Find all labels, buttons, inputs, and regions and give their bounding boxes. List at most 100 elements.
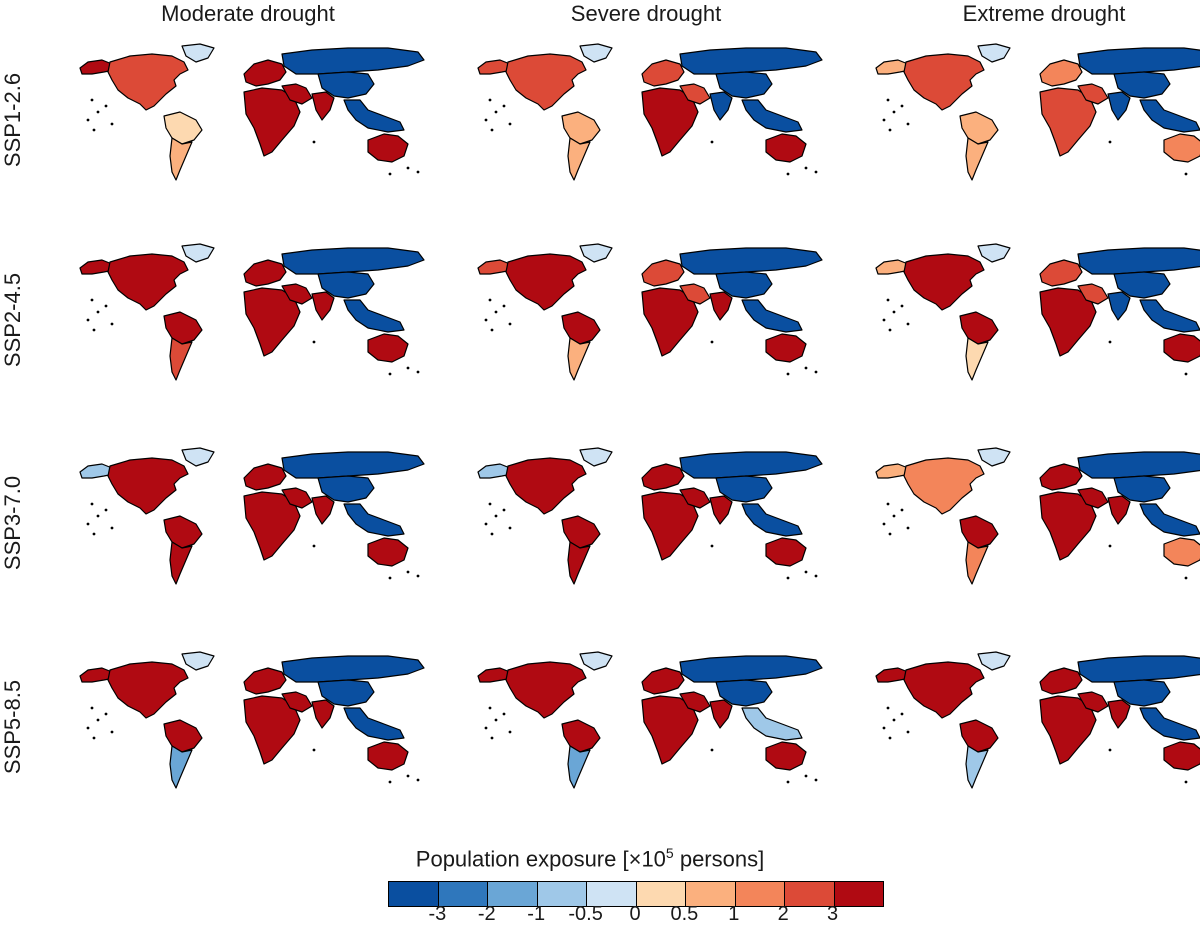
legend-tick-label: 3: [827, 903, 839, 925]
row-label-ssp126: SSP1-2.6: [0, 45, 26, 195]
island-dot: [882, 318, 886, 322]
world-map: [79, 43, 425, 181]
region-australia: [1163, 333, 1200, 363]
region-europe: [641, 463, 685, 491]
region-southeast-asia: [343, 503, 405, 537]
island-dot: [814, 778, 818, 782]
region-middle-east: [1077, 487, 1109, 509]
island-dot: [312, 544, 316, 548]
legend-title-suffix: persons]: [673, 846, 765, 872]
island-dot: [888, 128, 892, 132]
island-dot: [502, 508, 506, 512]
island-dot: [92, 328, 96, 332]
island-dot: [388, 576, 392, 580]
region-south-america-north: [959, 719, 999, 753]
island-dot: [104, 712, 108, 716]
row-label-text: SSP5-8.5: [0, 679, 25, 775]
region-india: [1107, 291, 1131, 321]
region-greenland: [181, 43, 215, 63]
region-europe: [1039, 463, 1083, 491]
world-map: [79, 651, 425, 789]
island-dot: [1184, 172, 1188, 176]
region-china: [1113, 679, 1171, 707]
map-panel: [68, 40, 428, 190]
legend-tick-label: 2: [777, 903, 789, 925]
region-southeast-asia: [1139, 99, 1200, 133]
island-dot: [814, 370, 818, 374]
region-north-america: [903, 53, 985, 111]
island-dot: [1108, 340, 1112, 344]
region-south-america-north: [561, 719, 601, 753]
island-dot: [888, 532, 892, 536]
region-china: [715, 271, 773, 299]
region-india: [1107, 699, 1131, 729]
island-dot: [786, 780, 790, 784]
island-dot: [1108, 748, 1112, 752]
island-dot: [110, 526, 114, 530]
island-dot: [892, 718, 896, 722]
region-south-america-north: [163, 111, 203, 145]
region-china: [1113, 71, 1171, 99]
map-panel: [864, 444, 1200, 594]
island-dot: [406, 774, 410, 778]
island-dot: [490, 128, 494, 132]
region-europe: [243, 667, 287, 695]
island-dot: [484, 118, 488, 122]
region-south-america-south: [965, 541, 989, 585]
region-south-america-south: [169, 137, 193, 181]
region-russia: [1077, 451, 1200, 479]
region-middle-east: [281, 691, 313, 713]
island-dot: [92, 532, 96, 536]
world-map: [79, 447, 425, 585]
region-north-america: [107, 661, 189, 719]
island-dot: [1184, 372, 1188, 376]
region-southeast-asia: [741, 99, 803, 133]
island-dot: [886, 298, 890, 302]
world-map: [477, 243, 823, 381]
region-australia: [367, 333, 409, 363]
island-dot: [406, 570, 410, 574]
region-africa: [641, 287, 699, 357]
region-europe: [1039, 667, 1083, 695]
map-panel: [864, 648, 1200, 798]
region-india: [311, 291, 335, 321]
region-india: [311, 699, 335, 729]
region-greenland: [181, 651, 215, 671]
region-china: [1113, 271, 1171, 299]
island-dot: [92, 736, 96, 740]
island-dot: [710, 748, 714, 752]
region-china: [715, 679, 773, 707]
row-label-text: SSP3-7.0: [0, 475, 25, 571]
island-dot: [104, 104, 108, 108]
region-south-america-north: [959, 515, 999, 549]
island-dot: [886, 502, 890, 506]
legend-tick-label: -1: [527, 903, 546, 925]
region-middle-east: [281, 487, 313, 509]
region-greenland: [579, 43, 613, 63]
island-dot: [494, 718, 498, 722]
island-dot: [1108, 544, 1112, 548]
region-australia: [367, 741, 409, 771]
region-russia: [281, 451, 425, 479]
island-dot: [96, 718, 100, 722]
world-map: [477, 447, 823, 585]
island-dot: [900, 508, 904, 512]
map-panel: [466, 648, 826, 798]
region-europe: [1039, 259, 1083, 287]
region-africa: [243, 491, 301, 561]
region-africa: [641, 491, 699, 561]
region-middle-east: [281, 283, 313, 305]
legend-swatch: [785, 882, 835, 906]
region-middle-east: [679, 487, 711, 509]
region-south-america-north: [163, 311, 203, 345]
region-north-america: [107, 253, 189, 311]
legend-tick-label: -2: [477, 903, 496, 925]
region-australia: [765, 333, 807, 363]
legend-swatch: [537, 882, 587, 906]
column-title-moderate: Moderate drought: [161, 1, 335, 26]
region-australia: [367, 537, 409, 567]
region-china: [715, 475, 773, 503]
region-russia: [1077, 247, 1200, 275]
region-north-america: [903, 457, 985, 515]
region-russia: [281, 47, 425, 75]
